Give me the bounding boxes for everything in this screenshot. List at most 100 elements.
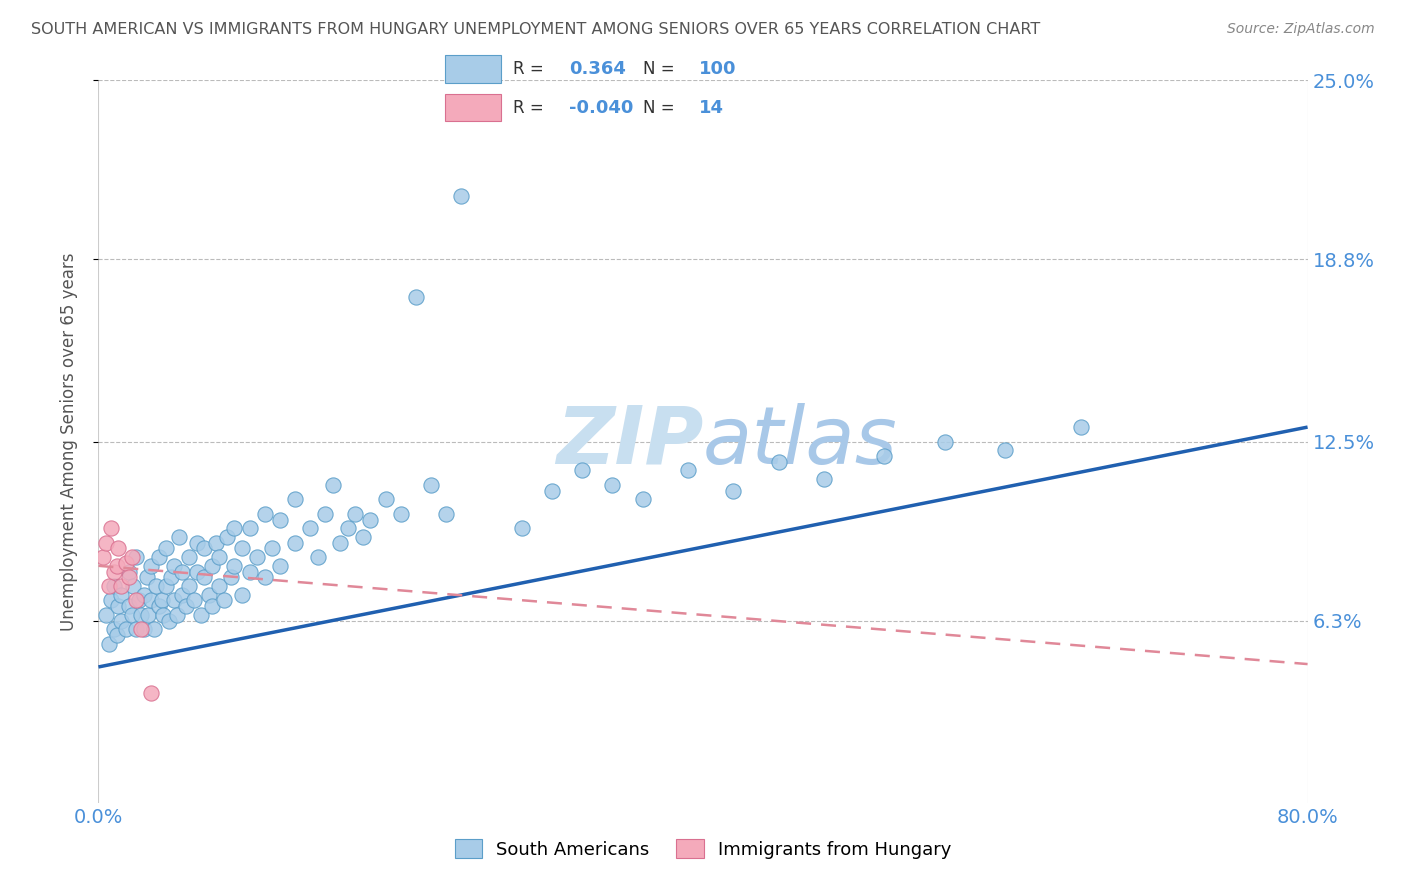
Point: [768, 455, 790, 469]
Point: [190, 607, 212, 622]
Point: [163, 558, 186, 573]
Point: [167, 530, 190, 544]
Point: [98, 637, 121, 651]
Point: [322, 478, 344, 492]
Point: [166, 607, 188, 622]
Point: [224, 558, 246, 573]
Point: [186, 535, 208, 549]
Point: [110, 588, 132, 602]
Point: [98, 579, 121, 593]
Point: [450, 189, 472, 203]
Point: [201, 599, 224, 614]
Point: [212, 593, 235, 607]
Y-axis label: Unemployment Among Seniors over 65 years: Unemployment Among Seniors over 65 years: [59, 252, 77, 631]
Point: [110, 579, 132, 593]
Point: [284, 492, 307, 507]
Point: [129, 623, 152, 637]
Text: Source: ZipAtlas.com: Source: ZipAtlas.com: [1227, 22, 1375, 37]
Point: [94, 607, 117, 622]
Point: [510, 521, 533, 535]
Point: [107, 541, 129, 556]
Point: [723, 483, 745, 498]
Point: [540, 483, 562, 498]
Point: [602, 478, 624, 492]
Point: [231, 588, 253, 602]
Text: 14: 14: [699, 99, 724, 117]
Point: [103, 565, 125, 579]
Point: [299, 521, 322, 535]
Point: [121, 607, 143, 622]
Point: [159, 614, 181, 628]
Point: [873, 449, 896, 463]
Point: [129, 607, 152, 622]
Point: [155, 579, 177, 593]
Point: [208, 550, 231, 565]
Text: N =: N =: [643, 99, 675, 117]
Point: [118, 599, 141, 614]
Point: [1070, 420, 1092, 434]
Text: N =: N =: [643, 60, 675, 78]
Point: [103, 579, 125, 593]
Point: [352, 530, 374, 544]
Point: [103, 623, 125, 637]
Text: atlas: atlas: [703, 402, 898, 481]
Point: [174, 599, 197, 614]
Point: [160, 570, 183, 584]
Point: [132, 588, 155, 602]
Point: [344, 507, 367, 521]
Point: [105, 558, 128, 573]
Point: [224, 521, 246, 535]
Point: [135, 570, 157, 584]
Point: [374, 492, 396, 507]
Point: [193, 570, 215, 584]
Text: SOUTH AMERICAN VS IMMIGRANTS FROM HUNGARY UNEMPLOYMENT AMONG SENIORS OVER 65 YEA: SOUTH AMERICAN VS IMMIGRANTS FROM HUNGAR…: [31, 22, 1040, 37]
Point: [329, 535, 352, 549]
Point: [253, 570, 276, 584]
Text: 0.364: 0.364: [569, 60, 626, 78]
Point: [360, 512, 382, 526]
Point: [170, 588, 193, 602]
Point: [125, 593, 148, 607]
Point: [208, 579, 231, 593]
Point: [253, 507, 276, 521]
Point: [148, 550, 170, 565]
Point: [405, 290, 427, 304]
Point: [125, 623, 148, 637]
Point: [148, 599, 170, 614]
Point: [994, 443, 1017, 458]
Point: [105, 628, 128, 642]
Point: [170, 565, 193, 579]
Point: [122, 579, 145, 593]
Point: [128, 593, 150, 607]
Point: [186, 565, 208, 579]
Text: ZIP: ZIP: [555, 402, 703, 481]
Point: [100, 593, 122, 607]
Text: 100: 100: [699, 60, 737, 78]
Point: [91, 550, 114, 565]
Text: R =: R =: [513, 60, 544, 78]
Point: [336, 521, 359, 535]
Point: [136, 607, 159, 622]
FancyBboxPatch shape: [446, 94, 501, 121]
Point: [631, 492, 654, 507]
Point: [179, 579, 201, 593]
Point: [110, 614, 132, 628]
Point: [307, 550, 329, 565]
Point: [118, 565, 141, 579]
Legend: South Americans, Immigrants from Hungary: South Americans, Immigrants from Hungary: [447, 832, 959, 866]
Point: [231, 541, 253, 556]
Point: [215, 530, 238, 544]
Point: [125, 550, 148, 565]
Point: [221, 570, 243, 584]
Point: [420, 478, 443, 492]
Point: [269, 558, 291, 573]
Point: [152, 607, 174, 622]
Point: [676, 463, 699, 477]
Point: [434, 507, 457, 521]
Point: [571, 463, 593, 477]
Point: [239, 565, 262, 579]
Point: [205, 535, 228, 549]
Point: [100, 521, 122, 535]
Point: [132, 623, 155, 637]
Point: [121, 550, 143, 565]
